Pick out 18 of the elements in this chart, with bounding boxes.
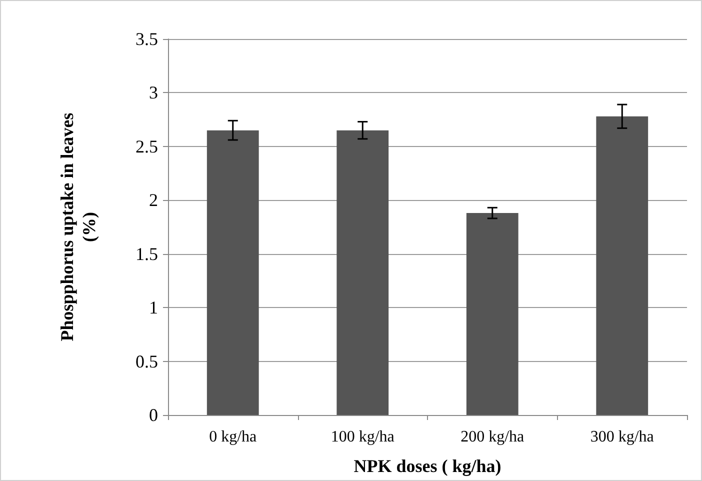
x-axis-title: NPK doses ( kg/ha)	[354, 456, 502, 476]
bar	[206, 130, 259, 415]
y-tick-label: 1	[149, 298, 158, 318]
y-tick-label: 0	[149, 405, 158, 425]
bar	[596, 116, 648, 415]
y-tick-label: 3	[149, 82, 158, 103]
x-tick-label: 100 kg/ha	[330, 428, 394, 446]
y-tick-label: 1.5	[136, 244, 158, 264]
y-tick-label: 3.5	[136, 29, 158, 49]
y-tick-label: 2.5	[136, 136, 158, 156]
bar	[336, 130, 389, 415]
bar	[466, 213, 518, 415]
x-tick-label: 200 kg/ha	[460, 428, 524, 446]
y-axis-title: Phospphorus uptake in leaves (%)	[57, 112, 99, 342]
y-tick-label: 0.5	[136, 351, 158, 372]
x-tick-label: 300 kg/ha	[590, 428, 654, 446]
x-tick-label: 0 kg/ha	[209, 428, 257, 446]
y-tick-label: 2	[149, 190, 158, 210]
